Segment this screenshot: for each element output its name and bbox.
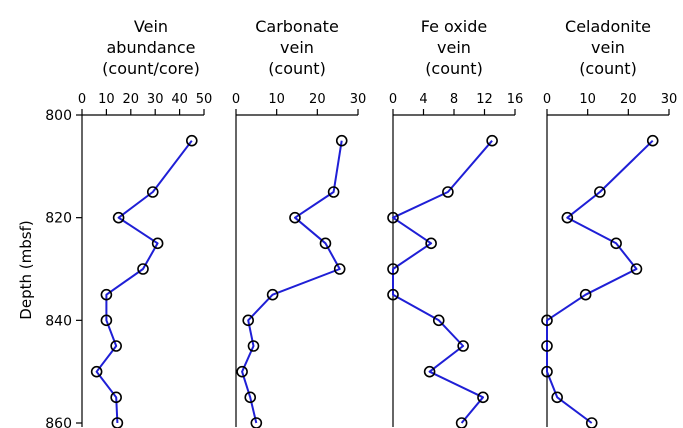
x-tick-label: 4	[419, 92, 427, 107]
data-point	[594, 186, 606, 198]
data-point	[250, 417, 263, 428]
data-point	[630, 263, 643, 275]
panel-title-line: vein	[591, 38, 625, 57]
y-tick-label: 820	[45, 211, 72, 227]
data-point	[561, 211, 574, 224]
panel-2: Carbonate vein (count) 0 10 20 30	[232, 17, 366, 428]
x-tick-label: 30	[147, 92, 164, 107]
data-point	[289, 211, 301, 224]
x-tick-label: 30	[661, 92, 678, 107]
data-point	[242, 314, 254, 327]
data-point	[541, 365, 553, 378]
data-point	[551, 391, 563, 404]
data-point	[387, 288, 399, 301]
data-point	[432, 314, 445, 327]
panel-1: Vein abundance (count/core) 0 10 20 30 40 50	[78, 17, 212, 428]
data-point	[387, 263, 399, 275]
data-point	[146, 186, 159, 198]
panel-title-line: (count)	[579, 59, 637, 78]
panel-title-line: vein	[437, 38, 471, 57]
panel-title-line: vein	[280, 38, 314, 57]
panel-title-line: Celadonite	[565, 17, 651, 36]
x-tick-label: 20	[620, 92, 637, 107]
series-line	[546, 139, 654, 424]
data-point	[319, 237, 332, 250]
panel-title-line: (count)	[425, 59, 483, 78]
data-point	[137, 263, 149, 275]
y-tick-label: 800	[45, 108, 72, 124]
data-point	[646, 134, 659, 147]
x-tick-label: 20	[123, 92, 140, 107]
data-point	[151, 237, 164, 250]
x-tick-label: 12	[476, 92, 493, 107]
y-tick-label: 860	[45, 416, 72, 428]
y-axis-label: Depth (mbsf)	[17, 220, 35, 319]
data-point	[186, 134, 198, 147]
data-point	[335, 134, 348, 147]
data-point	[266, 288, 279, 301]
y-axis-ticks: 800 820 840 860	[45, 108, 82, 428]
x-tick-label: 0	[78, 92, 86, 107]
panel-title-line: (count/core)	[102, 59, 200, 78]
data-point	[423, 365, 436, 378]
series-line	[241, 140, 343, 424]
series-line	[392, 140, 493, 424]
x-tick-label: 0	[232, 92, 240, 107]
data-point	[100, 314, 113, 327]
data-point	[579, 288, 592, 301]
data-point	[111, 417, 124, 428]
x-tick-label: 10	[579, 92, 596, 107]
data-point	[610, 237, 622, 250]
panel-title-line: Fe oxide	[421, 17, 487, 36]
panel-4: Celadonite vein (count) 0 10 20 30	[541, 17, 678, 428]
data-point	[486, 134, 498, 147]
data-point	[327, 186, 340, 198]
x-tick-label: 10	[98, 92, 115, 107]
data-point	[90, 365, 103, 378]
data-point	[247, 340, 260, 352]
x-tick-label: 8	[450, 92, 458, 107]
data-point	[112, 211, 125, 224]
data-point	[100, 288, 113, 301]
x-tick-label: 30	[350, 92, 367, 107]
data-point	[585, 417, 598, 428]
data-point	[425, 237, 437, 250]
x-tick-label: 0	[543, 92, 551, 107]
x-tick-label: 50	[196, 92, 213, 107]
x-tick-label: 40	[171, 92, 188, 107]
data-point	[541, 340, 553, 352]
data-point	[236, 365, 248, 378]
panel-title-line: (count)	[268, 59, 326, 78]
data-point	[541, 314, 553, 327]
x-tick-label: 20	[309, 92, 326, 107]
x-tick-label: 16	[507, 92, 524, 107]
panel-title-line: Carbonate	[255, 17, 339, 36]
data-point	[457, 340, 469, 352]
data-point	[244, 391, 257, 404]
panel-3: Fe oxide vein (count) 0 4 8 12 16	[387, 17, 524, 428]
x-tick-label: 10	[268, 92, 285, 107]
panel-title-line: abundance	[107, 38, 196, 57]
data-point	[110, 340, 122, 352]
data-point	[442, 186, 454, 198]
data-point	[477, 391, 489, 404]
data-point	[455, 417, 468, 428]
y-tick-label: 840	[45, 313, 72, 329]
x-tick-label: 0	[389, 92, 397, 107]
data-point	[110, 391, 122, 404]
data-point	[387, 211, 399, 224]
series-line	[95, 140, 193, 424]
panel-title-line: Vein	[134, 17, 168, 36]
data-point	[333, 263, 346, 275]
